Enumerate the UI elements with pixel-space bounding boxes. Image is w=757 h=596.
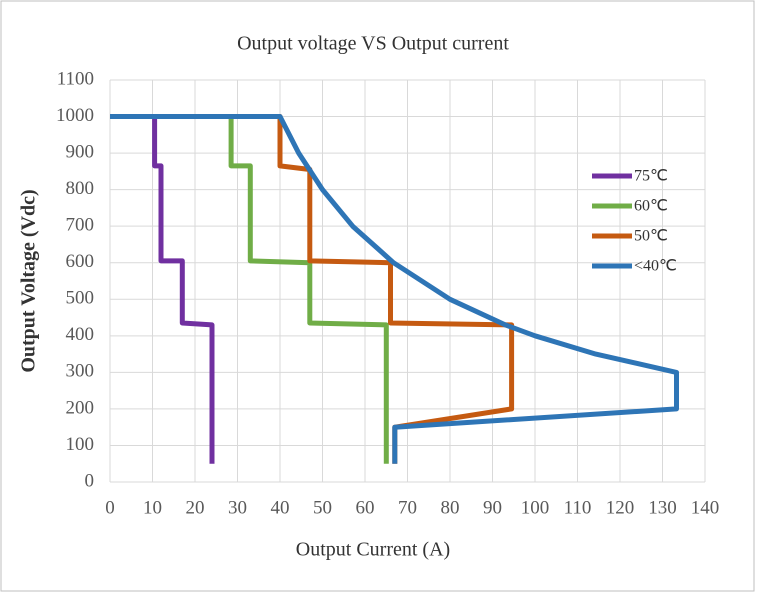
x-tick-label: 30 [228, 497, 247, 518]
x-tick-label: 120 [606, 497, 635, 518]
y-tick-label: 300 [66, 361, 95, 382]
y-axis-label: Output Voltage (Vdc) [18, 189, 40, 372]
y-tick-label: 800 [66, 178, 95, 199]
x-tick-label: 110 [564, 497, 592, 518]
y-tick-label: 700 [66, 215, 95, 236]
x-tick-label: 140 [691, 497, 720, 518]
x-tick-label: 130 [648, 497, 677, 518]
x-tick-label: 40 [271, 497, 290, 518]
legend-label: <40℃ [634, 258, 677, 275]
y-tick-label: 500 [66, 288, 95, 309]
x-axis-label: Output Current (A) [296, 539, 450, 561]
x-tick-label: 80 [441, 497, 460, 518]
y-tick-label: 400 [66, 324, 95, 345]
legend-label: 50℃ [634, 228, 668, 245]
y-tick-label: 900 [66, 141, 95, 162]
y-tick-label: 600 [66, 251, 95, 272]
x-tick-label: 100 [521, 497, 550, 518]
x-tick-label: 50 [313, 497, 332, 518]
x-tick-label: 10 [143, 497, 162, 518]
x-tick-label: 70 [398, 497, 417, 518]
x-tick-label: 60 [356, 497, 375, 518]
y-tick-label: 200 [66, 397, 95, 418]
line-series [110, 114, 389, 464]
x-tick-label: 0 [105, 497, 115, 518]
y-tick-label: 100 [66, 434, 95, 455]
y-tick-label: 1100 [57, 68, 94, 89]
y-tick-label: 1000 [56, 105, 94, 126]
chart-title: Output voltage VS Output current [237, 33, 509, 55]
x-tick-label: 90 [483, 497, 502, 518]
y-tick-label: 0 [85, 470, 95, 491]
legend-label: 75℃ [634, 168, 668, 185]
x-tick-label: 20 [186, 497, 205, 518]
line-series [110, 114, 215, 464]
legend-label: 60℃ [634, 198, 668, 215]
line-series [110, 114, 679, 464]
